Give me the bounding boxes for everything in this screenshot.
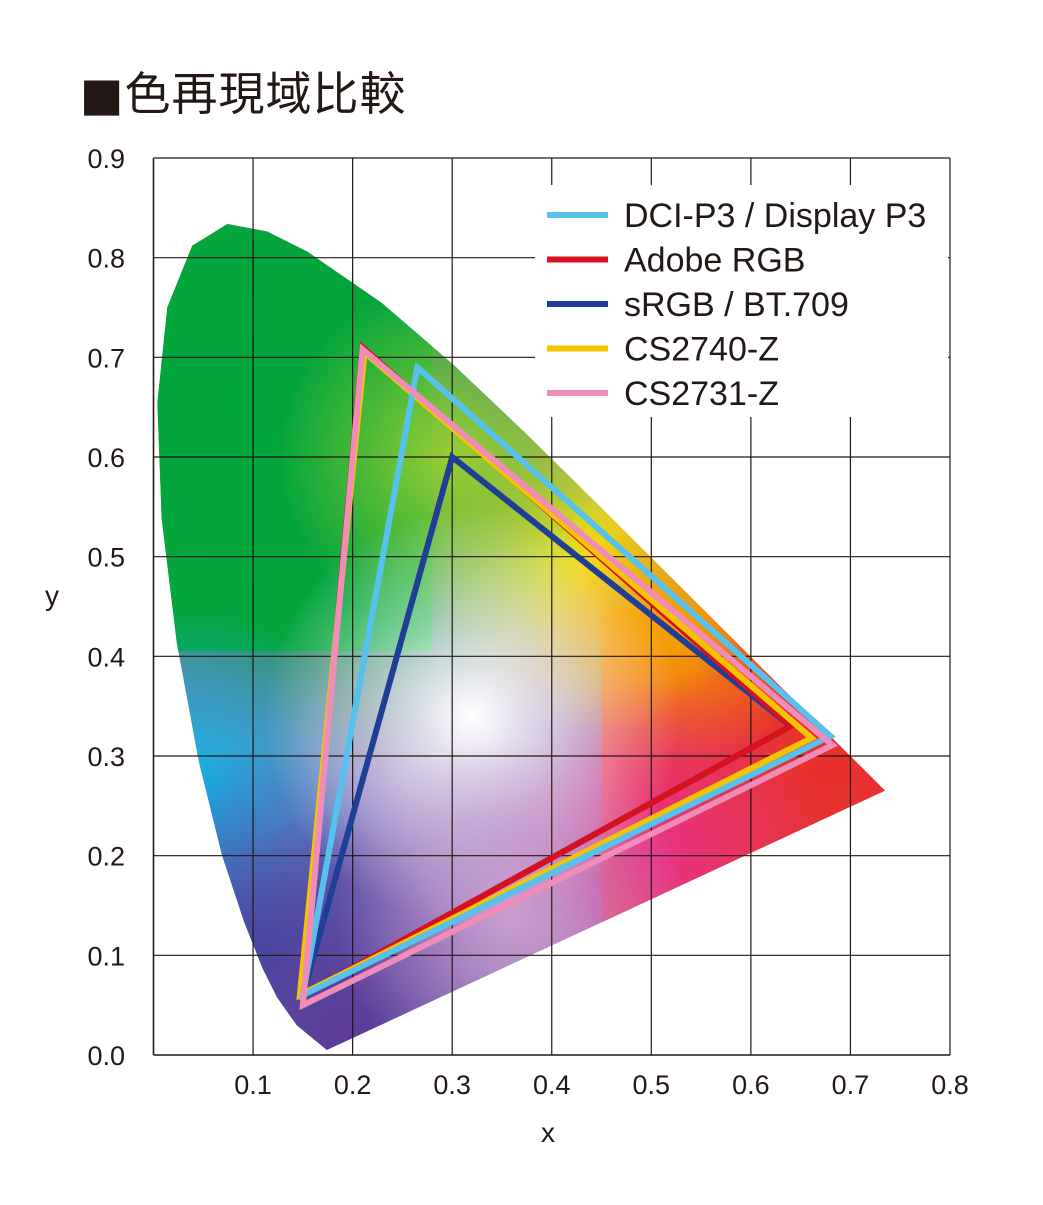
y-tick-label: 0.0 — [87, 1041, 125, 1071]
x-tick-label: 0.8 — [931, 1070, 969, 1100]
gamut-triangle-cs2731-z — [299, 343, 838, 1011]
y-tick-label: 0.2 — [87, 842, 125, 872]
gamut-triangle-dci-p3-display-p3 — [298, 361, 836, 1001]
y-tick-label: 0.1 — [87, 941, 125, 971]
x-axis-label: x — [541, 1117, 555, 1148]
chart-title: ■色再現域比較 — [80, 67, 407, 121]
x-tick-label: 0.6 — [732, 1070, 770, 1100]
x-tick-label: 0.5 — [633, 1070, 671, 1100]
x-tick-label: 0.7 — [832, 1070, 870, 1100]
x-tick-label: 0.4 — [533, 1070, 571, 1100]
y-tick-label: 0.9 — [87, 144, 125, 174]
legend-label: sRGB / BT.709 — [624, 286, 849, 324]
y-axis-label: y — [45, 580, 59, 611]
y-tick-label: 0.3 — [87, 742, 125, 772]
x-tick-label: 0.3 — [433, 1070, 471, 1100]
y-tick-label: 0.8 — [87, 244, 125, 274]
legend-label: DCI-P3 / Display P3 — [624, 197, 926, 235]
legend-label: Adobe RGB — [624, 242, 805, 280]
y-tick-label: 0.6 — [87, 443, 125, 473]
legend-label: CS2740-Z — [624, 331, 779, 369]
y-tick-label: 0.5 — [87, 543, 125, 573]
y-tick-label: 0.7 — [87, 343, 125, 373]
x-tick-label: 0.1 — [234, 1070, 272, 1100]
y-tick-label: 0.4 — [87, 642, 125, 672]
x-tick-label: 0.2 — [334, 1070, 372, 1100]
legend-label: CS2731-Z — [624, 375, 779, 413]
